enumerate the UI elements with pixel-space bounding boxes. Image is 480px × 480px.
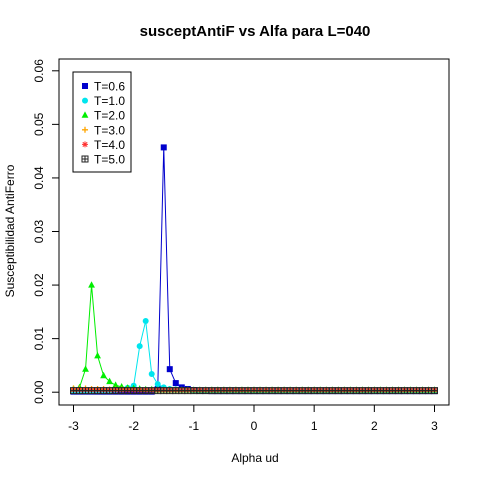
data-point xyxy=(112,381,120,388)
x-tick-label: 1 xyxy=(311,419,318,433)
x-tick-label: -1 xyxy=(188,419,199,433)
data-point xyxy=(431,387,438,395)
axes: -3 -2 -1 0 1 2 3 0.00 0.01 0.02 0.03 0.04 0.05 0.06 xyxy=(32,58,450,433)
legend-item: T=4.0 xyxy=(82,138,125,152)
data-point xyxy=(100,371,107,379)
legend-label: T=4.0 xyxy=(94,138,125,152)
y-tick-label: 0.06 xyxy=(32,59,46,83)
data-point xyxy=(172,380,179,387)
y-axis-label: Susceptibilidad AntiFerro xyxy=(3,164,17,297)
legend-marker xyxy=(82,97,88,104)
data-point xyxy=(166,366,173,373)
data-point xyxy=(154,381,161,388)
legend-item: T=2.0 xyxy=(81,109,125,123)
y-tick-label: 0.03 xyxy=(32,219,46,243)
x-tick-label: -2 xyxy=(128,419,139,433)
data-point xyxy=(142,317,149,324)
plot-area xyxy=(70,144,438,395)
x-axis-label: Alpha ud xyxy=(231,451,278,465)
chart-title: susceptAntiF vs Alfa para L=040 xyxy=(140,23,371,40)
legend-label: T=0.6 xyxy=(94,80,125,94)
legend-label: T=1.0 xyxy=(94,94,125,108)
y-tick-label: 0.04 xyxy=(32,166,46,190)
legend-marker xyxy=(81,111,89,118)
data-point xyxy=(106,377,113,385)
series-T=5.0 xyxy=(70,387,438,395)
data-point xyxy=(88,281,95,288)
legend-item: T=3.0 xyxy=(82,123,125,137)
data-point xyxy=(148,370,155,377)
y-tick-label: 0.02 xyxy=(32,273,46,297)
legend: T=0.6T=1.0T=2.0T=3.0T=4.0T=5.0 xyxy=(72,71,132,173)
data-point xyxy=(136,343,143,350)
x-tick-label: 3 xyxy=(431,419,438,433)
legend-marker xyxy=(82,126,88,133)
data-point xyxy=(82,365,89,372)
legend-marker xyxy=(82,141,88,148)
legend-marker xyxy=(81,155,89,163)
x-tick-label: 2 xyxy=(371,419,378,433)
y-tick-label: 0.05 xyxy=(32,112,46,136)
legend-item: T=1.0 xyxy=(82,94,125,108)
x-tick-label: -3 xyxy=(68,419,79,433)
legend-label: T=5.0 xyxy=(94,153,125,167)
legend-item: T=0.6 xyxy=(82,80,125,94)
legend-item: T=5.0 xyxy=(81,153,125,167)
data-point xyxy=(94,351,101,359)
y-tick-label: 0.00 xyxy=(32,380,46,404)
x-tick-label: 0 xyxy=(251,419,258,433)
legend-label: T=3.0 xyxy=(94,123,125,137)
legend-marker xyxy=(82,83,88,89)
data-point xyxy=(160,144,167,151)
legend-label: T=2.0 xyxy=(94,109,125,123)
y-tick-label: 0.01 xyxy=(32,327,46,351)
